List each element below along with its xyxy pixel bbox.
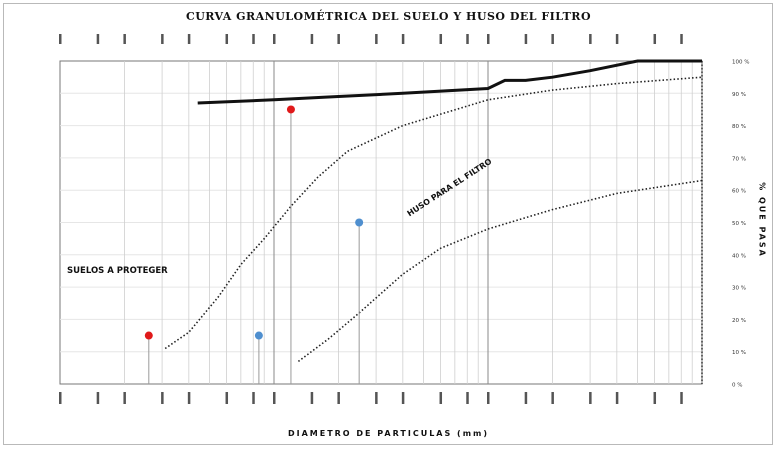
sieve-tick-bottom: [401, 392, 405, 404]
y-axis-label: % QUE PASA: [757, 182, 767, 258]
sieve-tick-top: [273, 34, 276, 44]
sieve-tick-bottom: [375, 392, 378, 404]
sieve-tick-bottom: [96, 392, 100, 404]
sieve-tick-bottom: [653, 392, 657, 404]
sieve-tick-top: [524, 34, 528, 44]
sieve-tick-top: [123, 34, 126, 44]
data-point-marker: [286, 105, 295, 114]
y-tick-label: 20 %: [732, 318, 746, 324]
chart-frame: [3, 3, 773, 445]
sieve-tick-top: [96, 34, 100, 44]
sieve-tick-top: [615, 34, 619, 44]
sieve-tick-bottom: [615, 392, 619, 404]
data-point-marker: [254, 331, 263, 340]
series-filter-band-line: [297, 179, 703, 363]
sieve-tick-top: [466, 34, 469, 44]
sieve-tick-top: [225, 34, 229, 44]
sieve-tick-top: [551, 34, 554, 44]
sieve-tick-bottom: [310, 392, 314, 404]
sieve-tick-bottom: [589, 392, 592, 404]
sieve-tick-bottom: [524, 392, 528, 404]
sieve-tick-bottom: [487, 392, 490, 404]
data-point-marker: [144, 331, 153, 340]
sieve-tick-top: [401, 34, 405, 44]
sieve-tick-top: [337, 34, 340, 44]
sieve-tick-bottom: [59, 392, 62, 404]
x-axis-label: DIAMETRO DE PARTICULAS (mm): [287, 429, 490, 438]
sieve-tick-bottom: [439, 392, 443, 404]
y-tick-label: 60 %: [732, 189, 746, 195]
series-soil-curve: [197, 59, 702, 105]
series-filter-band-line: [164, 76, 703, 350]
sieve-tick-bottom: [337, 392, 340, 404]
sieve-tick-top: [310, 34, 314, 44]
sieve-tick-top: [439, 34, 443, 44]
sieve-tick-bottom: [123, 392, 126, 404]
annotation-soil: SUELOS A PROTEGER: [67, 266, 168, 276]
sieve-tick-top: [161, 34, 164, 44]
y-tick-label: 80 %: [732, 124, 746, 130]
sieve-tick-bottom: [187, 392, 191, 404]
sieve-tick-top: [252, 34, 255, 44]
chart-title: CURVA GRANULOMÉTRICA DEL SUELO Y HUSO DE…: [185, 10, 592, 23]
y-tick-label: 50 %: [732, 221, 746, 227]
sieve-tick-bottom: [680, 392, 683, 404]
sieve-tick-top: [487, 34, 490, 44]
y-tick-label: 70 %: [732, 156, 746, 162]
sieve-tick-bottom: [466, 392, 469, 404]
y-tick-label: 30 %: [732, 286, 746, 292]
sieve-tick-top: [653, 34, 657, 44]
y-tick-label: 10 %: [732, 350, 746, 356]
sieve-tick-bottom: [551, 392, 554, 404]
sieve-tick-top: [375, 34, 378, 44]
y-tick-label: 100 %: [732, 60, 749, 66]
sieve-tick-bottom: [225, 392, 229, 404]
sieve-tick-top: [589, 34, 592, 44]
y-tick-label: 90 %: [732, 92, 746, 98]
sieve-tick-top: [187, 34, 191, 44]
data-point-marker: [355, 218, 364, 227]
sieve-tick-top: [59, 34, 62, 44]
y-tick-label: 0 %: [732, 383, 742, 389]
sieve-tick-bottom: [252, 392, 255, 404]
sieve-tick-top: [680, 34, 683, 44]
y-tick-label: 40 %: [732, 253, 746, 259]
sieve-tick-bottom: [273, 392, 276, 404]
sieve-tick-bottom: [161, 392, 164, 404]
